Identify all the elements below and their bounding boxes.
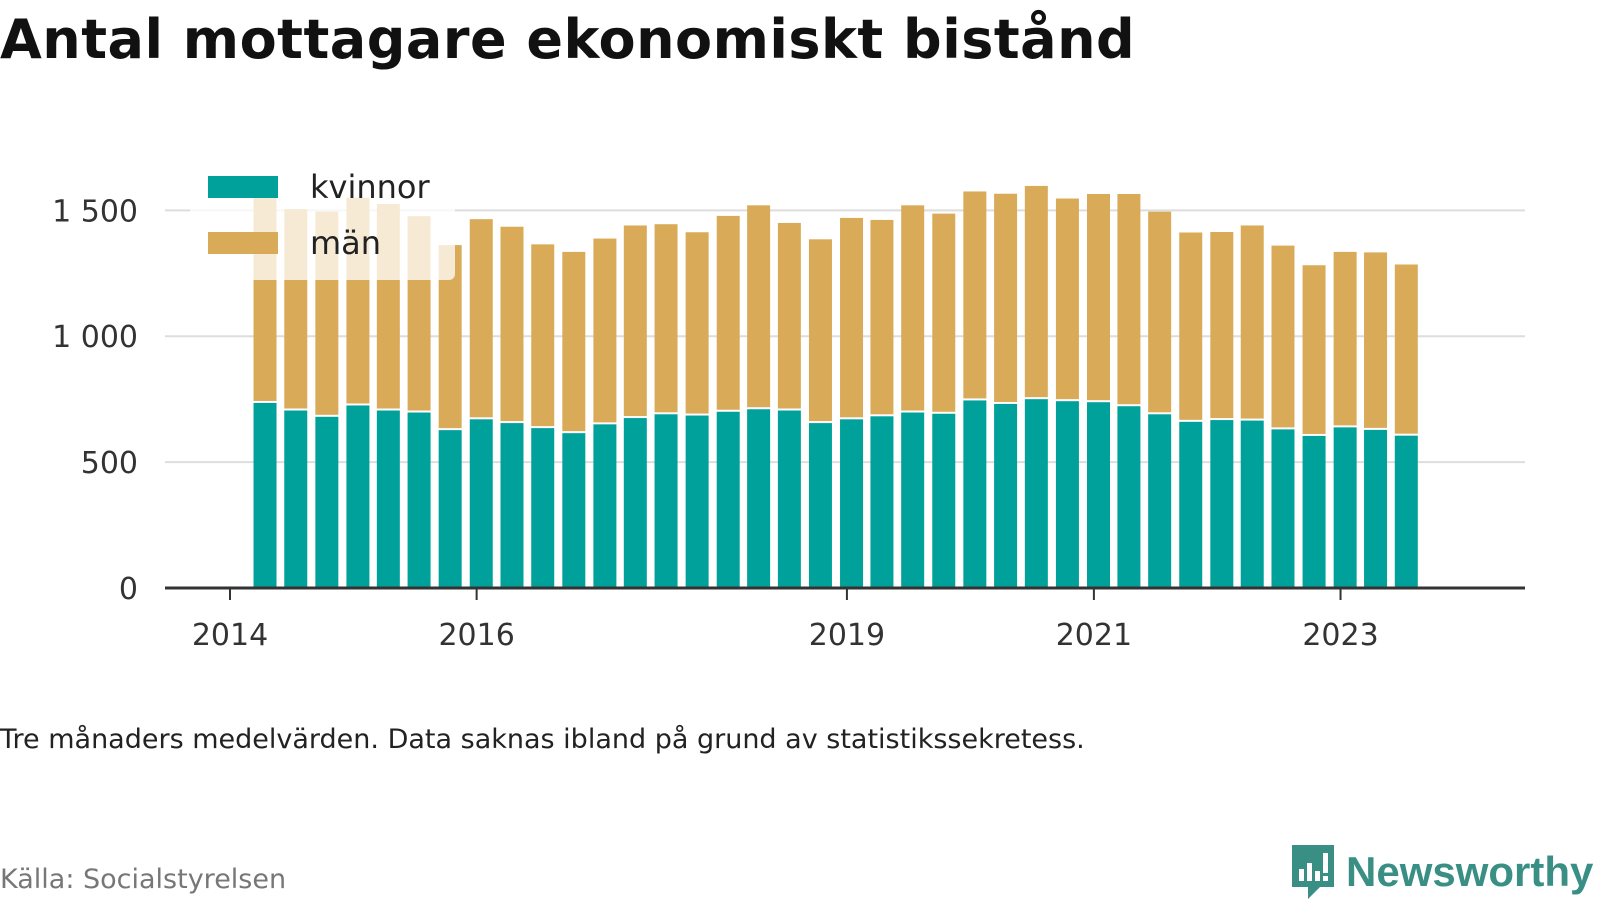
bar-man — [562, 251, 586, 432]
bars — [253, 185, 1418, 588]
bar-man — [438, 245, 462, 429]
bar-man — [994, 193, 1018, 402]
bar-kvinnor — [716, 411, 740, 588]
bar-man — [1024, 185, 1048, 398]
bar-kvinnor — [562, 433, 586, 588]
x-tick-label: 2021 — [1056, 618, 1132, 653]
bar-kvinnor — [932, 413, 956, 588]
legend-swatch-man — [208, 232, 278, 254]
bar-kvinnor — [376, 410, 400, 588]
bar-man — [1394, 264, 1418, 434]
bar-man — [1210, 232, 1234, 419]
bar-kvinnor — [870, 416, 894, 588]
legend-label-man: män — [310, 224, 381, 262]
bar-kvinnor — [654, 414, 678, 588]
bar-kvinnor — [531, 428, 555, 588]
bar-kvinnor — [623, 418, 647, 588]
bar-kvinnor — [1271, 429, 1295, 588]
bar-kvinnor — [840, 419, 864, 588]
bar-man — [870, 219, 894, 415]
bar-man — [901, 205, 925, 411]
bar-man — [932, 213, 956, 412]
bar-kvinnor — [777, 410, 801, 588]
bar-kvinnor — [1302, 435, 1326, 588]
bar-kvinnor — [963, 400, 987, 588]
chart-note: Tre månaders medelvärden. Data saknas ib… — [0, 724, 1085, 755]
bar-kvinnor — [1117, 406, 1141, 588]
bar-man — [1087, 193, 1111, 401]
bar-man — [1240, 225, 1264, 419]
bar-man — [840, 217, 864, 418]
bar-man — [1117, 193, 1141, 405]
bar-man — [747, 205, 771, 408]
x-tick-label: 2019 — [809, 618, 885, 653]
bar-man — [623, 225, 647, 417]
x-tick-label: 2016 — [438, 618, 514, 653]
bar-man — [593, 238, 617, 423]
chart-title: Antal mottagare ekonomiskt bistånd — [0, 8, 1136, 71]
bar-man — [1302, 265, 1326, 434]
x-axis-ticks: 2014 2016 2019 2021 2023 — [192, 588, 1379, 653]
bar-kvinnor — [1055, 401, 1079, 588]
y-tick-label: 1 000 — [52, 320, 138, 355]
y-tick-label: 1 500 — [52, 194, 138, 229]
bar-man — [777, 222, 801, 409]
bar-man — [685, 232, 709, 414]
legend: kvinnor män — [190, 160, 455, 280]
bar-man — [654, 224, 678, 413]
bar-man — [808, 239, 832, 422]
stacked-bar-chart: 0 500 1 000 1 500 2014 2016 2019 2021 2023 kvin… — [52, 160, 1525, 653]
bar-kvinnor — [1240, 420, 1264, 588]
bar-kvinnor — [1024, 399, 1048, 588]
y-tick-label: 0 — [119, 572, 138, 607]
bar-man — [1148, 211, 1172, 413]
bar-kvinnor — [901, 412, 925, 588]
bar-man — [1333, 251, 1357, 426]
bar-kvinnor — [1210, 420, 1234, 588]
bar-kvinnor — [469, 419, 493, 588]
legend-swatch-kvinnor — [208, 176, 278, 198]
bar-kvinnor — [808, 423, 832, 588]
x-tick-label: 2014 — [192, 618, 268, 653]
brand-name: Newsworthy — [1346, 848, 1594, 895]
bar-kvinnor — [1333, 427, 1357, 588]
bar-kvinnor — [253, 402, 277, 588]
bar-man — [1271, 245, 1295, 428]
bar-man — [716, 215, 740, 410]
bar-kvinnor — [346, 405, 370, 588]
bar-kvinnor — [747, 409, 771, 588]
bar-man — [1364, 252, 1388, 428]
source-credit: Källa: Socialstyrelsen — [0, 864, 287, 895]
bar-kvinnor — [994, 403, 1018, 588]
bar-man — [469, 219, 493, 418]
bar-man — [531, 244, 555, 427]
bar-kvinnor — [500, 423, 524, 588]
bar-kvinnor — [1179, 421, 1203, 588]
bar-kvinnor — [1394, 435, 1418, 588]
bar-man — [500, 226, 524, 422]
newsworthy-logo-icon — [1292, 845, 1334, 899]
bar-kvinnor — [1148, 414, 1172, 588]
y-axis-tick-labels: 0 500 1 000 1 500 — [52, 194, 138, 607]
legend-label-kvinnor: kvinnor — [310, 168, 431, 206]
bar-kvinnor — [407, 412, 431, 588]
brand-logo: Newsworthy — [1290, 843, 1593, 901]
bar-kvinnor — [593, 424, 617, 588]
bar-kvinnor — [438, 430, 462, 588]
bar-man — [1055, 198, 1079, 400]
bar-kvinnor — [1087, 402, 1111, 588]
y-tick-label: 500 — [81, 446, 138, 481]
x-tick-label: 2023 — [1302, 618, 1378, 653]
bar-kvinnor — [1364, 429, 1388, 588]
bar-kvinnor — [315, 416, 339, 588]
bar-kvinnor — [685, 415, 709, 588]
bar-man — [963, 191, 987, 399]
bar-kvinnor — [284, 410, 308, 588]
bar-man — [1179, 232, 1203, 420]
